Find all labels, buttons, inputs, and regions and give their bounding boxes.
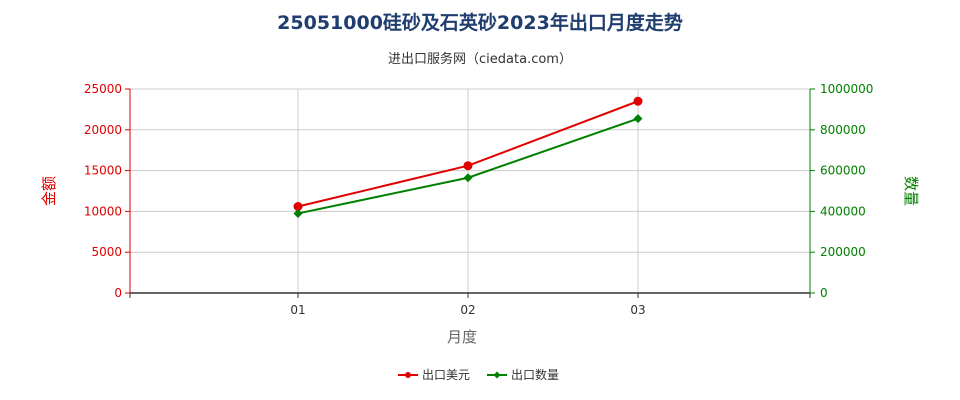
y-left-tick-label: 20000 [84,123,122,137]
legend-marker [405,372,411,378]
y-left-tick-label: 0 [114,286,122,300]
y-axis-left-title: 金额 [40,176,58,206]
x-tick-label: 03 [630,303,645,317]
y-axis-right-title: 数量 [902,176,920,206]
legend-label: 出口美元 [422,368,470,382]
y-right-tick-label: 200000 [820,245,866,259]
plot-area-border [129,88,811,294]
legend-marker [493,371,501,379]
y-left-tick-label: 10000 [84,204,122,218]
data-point [293,208,303,218]
y-right-tick-label: 800000 [820,123,866,137]
y-left-tick-label: 15000 [84,164,122,178]
chart-title: 25051000硅砂及石英砂2023年出口月度走势 [277,12,683,34]
data-point [463,173,473,183]
y-left-tick-label: 5000 [91,245,122,259]
data-point [293,202,303,212]
y-left-tick-label: 25000 [84,82,122,96]
x-tick-label: 02 [460,303,475,317]
y-right-tick-label: 1000000 [820,82,873,96]
chart-subtitle: 进出口服务网（ciedata.com） [388,52,572,67]
data-point [633,96,643,106]
x-tick-label: 01 [290,303,305,317]
legend-label: 出口数量 [511,367,559,382]
y-right-tick-label: 600000 [820,164,866,178]
data-point [463,161,473,171]
y-right-tick-label: 0 [820,286,828,300]
data-point [633,114,643,124]
x-axis-title: 月度 [447,328,477,346]
y-right-tick-label: 400000 [820,204,866,218]
